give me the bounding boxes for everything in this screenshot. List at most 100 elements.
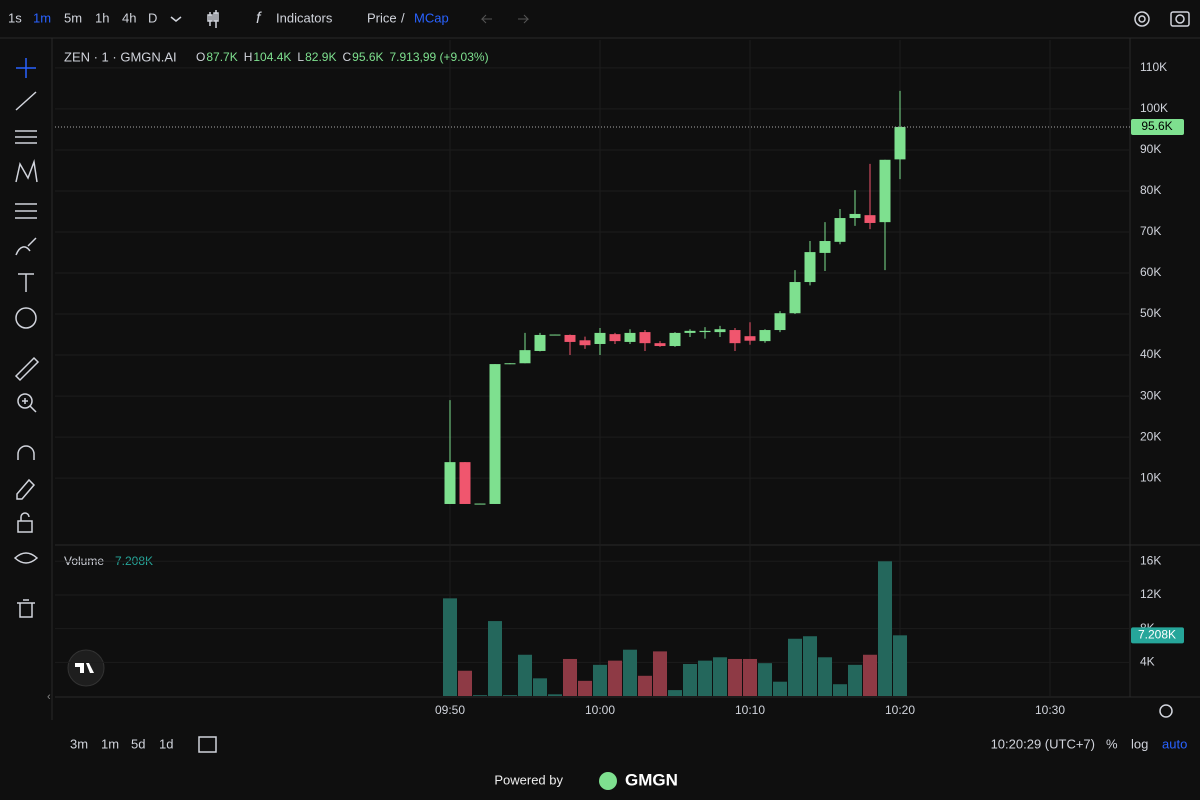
ohlc-legend: O 87.7K H 104.4K L 82.9K C 95.6K <box>196 50 384 64</box>
volume-tick-label: 4K <box>1140 654 1155 668</box>
volume-bar <box>473 695 487 696</box>
candle-body <box>759 330 771 342</box>
interval-active[interactable]: 1m <box>33 10 51 25</box>
emoji-tool[interactable] <box>15 307 37 329</box>
candle-body <box>579 340 591 346</box>
y-tick-label: 100K <box>1140 101 1168 115</box>
volume-bar <box>758 663 772 696</box>
delete-tool[interactable] <box>17 599 35 618</box>
candle-body <box>714 329 726 333</box>
goto-date[interactable] <box>198 736 217 753</box>
y-tick-label: 10K <box>1140 470 1161 484</box>
volume-bar <box>893 635 907 696</box>
legend-key: H <box>244 50 253 64</box>
redo[interactable] <box>518 14 530 24</box>
visibility-tool[interactable] <box>13 552 39 564</box>
candle-body <box>894 126 906 160</box>
y-tick-label: 80K <box>1140 183 1161 197</box>
candle-body <box>474 503 486 505</box>
magnet-tool[interactable] <box>17 445 35 460</box>
undo[interactable] <box>480 14 492 24</box>
percent-toggle[interactable]: % <box>1106 736 1118 751</box>
x-tick-label: 10:00 <box>585 703 615 717</box>
log-toggle[interactable]: log <box>1131 736 1148 751</box>
candle-body <box>729 330 741 344</box>
clock: 10:20:29 (UTC+7) <box>991 736 1095 751</box>
legend-value: 82.9K <box>305 50 336 64</box>
volume-bar <box>698 660 712 696</box>
price-toggle[interactable]: Price <box>367 10 397 25</box>
volume-bar <box>833 684 847 696</box>
x-tick-label: 10:30 <box>1035 703 1065 717</box>
brand: GMGN <box>625 770 678 789</box>
candle-body <box>864 215 876 223</box>
lock-tool[interactable] <box>17 520 33 533</box>
prediction-tool[interactable] <box>15 203 37 219</box>
volume-bar <box>563 658 577 696</box>
volume-bar <box>548 694 562 696</box>
range-button[interactable]: 3m <box>70 736 88 751</box>
volume-bar <box>503 695 517 696</box>
text-tool[interactable] <box>18 273 34 292</box>
candle-body <box>459 462 471 504</box>
range-button[interactable]: 5d <box>131 736 145 751</box>
interval[interactable]: 1s <box>8 10 22 25</box>
lock-draw-tool[interactable] <box>16 478 36 500</box>
scale-settings[interactable] <box>1159 704 1173 718</box>
pattern-tool[interactable] <box>15 159 38 183</box>
range-button[interactable]: 1d <box>159 736 173 751</box>
candle-body <box>654 343 666 347</box>
legend-value: 87.7K <box>206 50 237 64</box>
y-tick-label: 110K <box>1140 60 1167 74</box>
candle-body <box>834 218 846 242</box>
volume-bar <box>668 690 682 696</box>
volume-bar <box>878 561 892 696</box>
volume-bar <box>773 681 787 696</box>
settings[interactable] <box>1134 11 1150 27</box>
interval[interactable]: 1h <box>95 10 109 25</box>
chart-type-icon[interactable] <box>207 10 219 28</box>
legend-key: O <box>196 50 205 64</box>
fib-tool[interactable] <box>15 130 37 144</box>
volume-bar <box>683 664 697 696</box>
volume-bar <box>608 660 622 696</box>
y-tick-label: 70K <box>1140 224 1161 238</box>
legend-value: 95.6K <box>352 50 383 64</box>
settings-inner <box>1138 15 1146 23</box>
auto-toggle[interactable]: auto <box>1162 736 1187 751</box>
volume-bar <box>728 658 742 696</box>
fx-icon[interactable]: f <box>256 10 262 27</box>
x-tick-label: 10:20 <box>885 703 915 717</box>
candle-body <box>444 462 456 504</box>
crosshair-tool[interactable] <box>16 58 36 78</box>
candle-body <box>669 332 681 347</box>
y-tick-label: 60K <box>1140 265 1161 279</box>
volume-bar <box>863 654 877 696</box>
brush-tool[interactable] <box>15 237 37 256</box>
interval[interactable]: 5m <box>64 10 82 25</box>
interval[interactable]: 4h <box>122 10 136 25</box>
volume-bar <box>653 651 667 696</box>
collapse-arrow[interactable]: ‹ <box>47 691 51 703</box>
mcap-toggle[interactable]: MCap <box>414 10 449 25</box>
candle-body <box>594 332 606 344</box>
candle-body <box>639 332 651 344</box>
ruler-tool[interactable] <box>14 356 40 382</box>
gmgn-logo <box>599 772 617 790</box>
y-tick-label: 20K <box>1140 429 1161 443</box>
indicators-button[interactable]: Indicators <box>276 10 333 25</box>
candle-body <box>549 334 561 336</box>
screenshot[interactable] <box>1170 11 1190 27</box>
trend-line-tool[interactable] <box>15 91 37 111</box>
zoom-tool[interactable] <box>17 393 33 409</box>
candle-body <box>879 159 891 223</box>
tv-logo[interactable] <box>67 649 105 687</box>
volume-bar <box>713 657 727 696</box>
volume-bar <box>488 621 502 696</box>
range-button[interactable]: 1m <box>101 736 119 751</box>
interval-dropdown[interactable] <box>170 16 182 22</box>
candle-body <box>744 336 756 341</box>
interval[interactable]: D <box>148 10 157 25</box>
volume-bar <box>818 657 832 696</box>
